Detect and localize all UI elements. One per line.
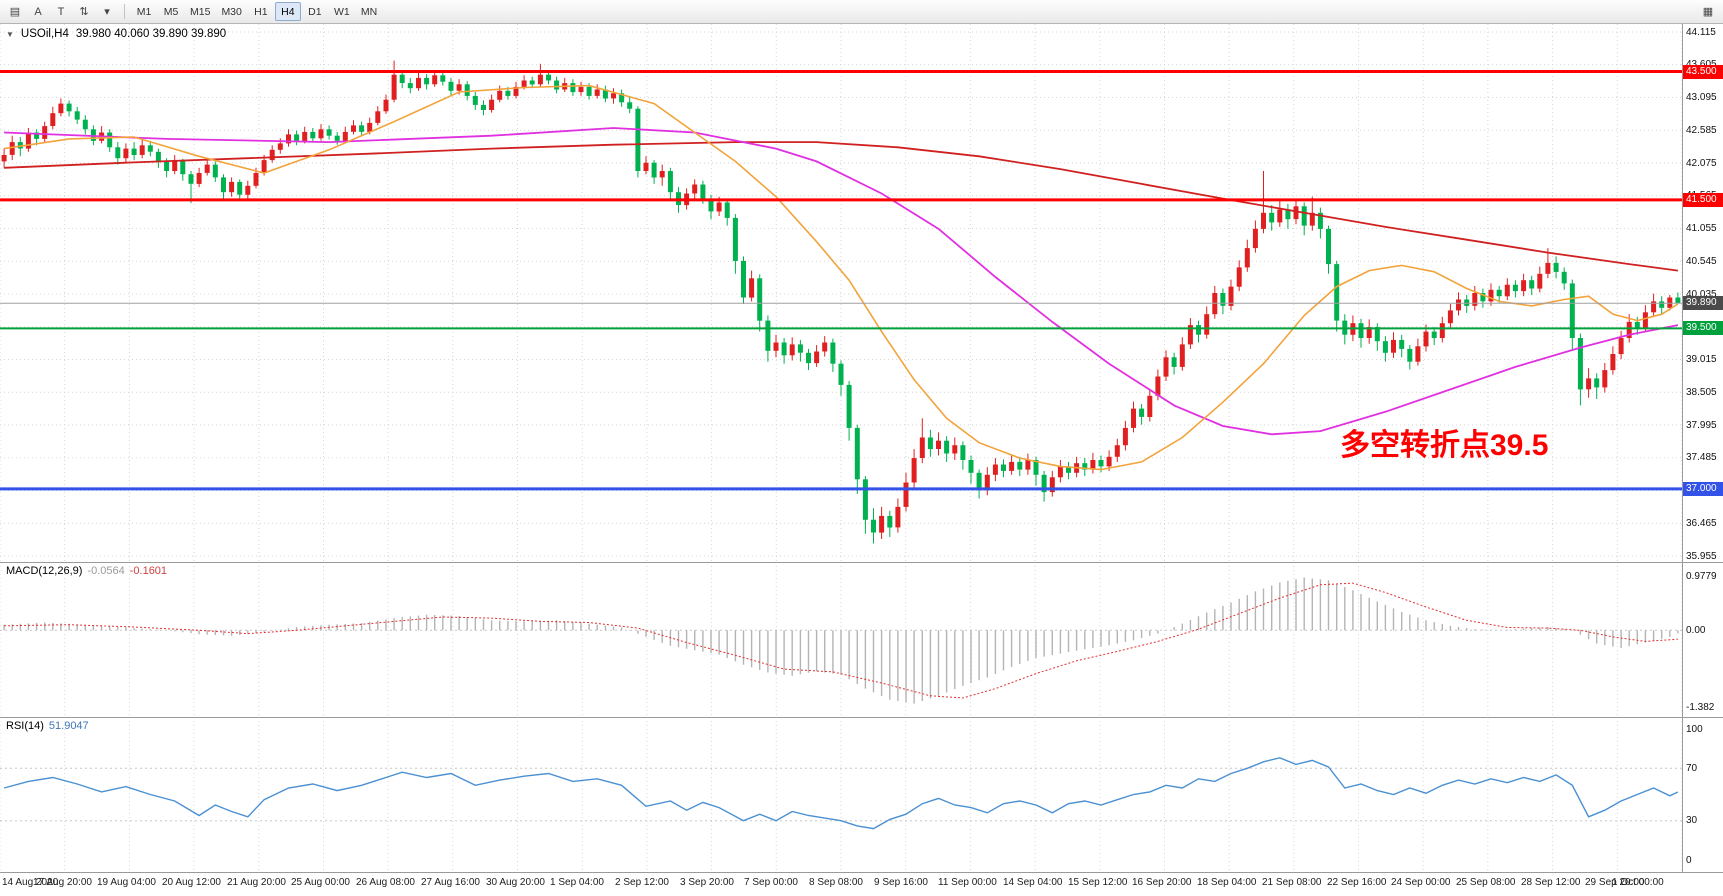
timeframe-h4-button[interactable]: H4 <box>274 2 301 21</box>
chart-title: ▼ USOil,H4 39.980 40.060 39.890 39.890 <box>6 28 226 40</box>
time-axis-label: 17 Aug 20:00 <box>33 877 92 888</box>
time-axis-label: 21 Aug 20:00 <box>227 877 286 888</box>
time-axis-label: 20 Aug 12:00 <box>162 877 221 888</box>
price-tick-label: 37.995 <box>1686 419 1717 431</box>
macd-hist-value: -0.0564 <box>87 565 125 577</box>
time-axis-label: 1 Sep 04:00 <box>550 877 604 888</box>
timeframe-m30-button[interactable]: M30 <box>221 5 242 18</box>
price-tick-label: 44.115 <box>1686 26 1716 38</box>
toolbar: ▤ A T ⇅ ▾ M1 M5 M15 M30 H1 H4 D1 W1 MN ▦ <box>0 0 1723 24</box>
time-axis-label: 11 Sep 00:00 <box>938 877 997 888</box>
toolbar-separator <box>124 4 125 19</box>
timeframe-mn-button[interactable]: MN <box>360 5 378 18</box>
time-axis-label: 2 Sep 12:00 <box>615 877 669 888</box>
time-axis-label: 28 Sep 12:00 <box>1521 877 1581 888</box>
time-axis: 14 Aug 2020 17 Aug 20:00 19 Aug 04:00 20 Au… <box>0 872 1682 896</box>
layout-panel-icon[interactable]: ▦ <box>1702 6 1714 18</box>
price-tick-label: 43.095 <box>1686 92 1717 103</box>
time-axis-label: 26 Aug 08:00 <box>356 877 415 888</box>
rsi-tick-label: 100 <box>1686 723 1703 735</box>
symbol-timeframe-label: USOil,H4 <box>20 28 69 40</box>
toolbar-right-group: ▦ <box>1697 2 1719 21</box>
toolbar-icon-group: ▤ A T ⇅ ▾ <box>4 2 118 21</box>
price-tick-label: 37.485 <box>1686 452 1717 464</box>
time-axis-label: 30 Aug 20:00 <box>486 877 545 888</box>
letter-a-button[interactable]: A <box>34 5 42 18</box>
timeframe-h1-button[interactable]: H1 <box>254 5 268 18</box>
time-axis-label: 16 Sep 20:00 <box>1132 877 1192 888</box>
timeframe-w1-button[interactable]: W1 <box>334 5 350 18</box>
macd-header: MACD(12,26,9) -0.0564 -0.1601 <box>6 565 172 577</box>
time-axis-label: 19 Aug 04:00 <box>97 877 156 888</box>
time-axis-label: 14 Aug 2020 <box>2 877 59 888</box>
timeframe-m5-button[interactable]: M5 <box>163 5 179 18</box>
chart-menu-icon[interactable]: ▤ <box>9 6 21 18</box>
price-chart-canvas[interactable] <box>0 24 1682 562</box>
rsi-value: 51.9047 <box>48 720 89 732</box>
price-level-badge: 41.500 <box>1683 192 1723 207</box>
macd-canvas[interactable] <box>0 562 1682 717</box>
time-axis-label: 18 Sep 04:00 <box>1197 877 1257 888</box>
macd-signal-value: -0.1601 <box>129 565 168 577</box>
time-axis-label: 3 Sep 20:00 <box>680 877 734 888</box>
price-level-badge: 37.000 <box>1683 481 1723 496</box>
macd-tick-label: 0.00 <box>1686 624 1706 636</box>
time-axis-label: 14 Sep 04:00 <box>1003 877 1063 888</box>
rsi-tick-label: 70 <box>1686 762 1698 774</box>
timeframe-button-group: M1 M5 M15 M30 H1 H4 D1 W1 MN <box>131 2 382 21</box>
macd-name-label: MACD(12,26,9) <box>6 565 83 577</box>
price-tick-label: 40.035 <box>1686 288 1717 300</box>
macd-tick-label: 0.9779 <box>1686 570 1717 582</box>
panel-divider[interactable] <box>0 562 1723 563</box>
dropdown-caret-icon[interactable]: ▾ <box>104 6 110 18</box>
time-axis-label: 22 Sep 16:00 <box>1327 877 1387 888</box>
price-tick-label: 40.545 <box>1686 255 1717 267</box>
time-axis-label: 29 Sep 20:00 <box>1585 877 1645 888</box>
price-chart-panel: ▼ USOil,H4 39.980 40.060 39.890 39.890 多… <box>0 24 1682 562</box>
time-axis-label: 1 Oct 00:00 <box>1612 877 1664 888</box>
time-axis-label: 27 Aug 16:00 <box>421 877 480 888</box>
current-price-badge: 39.890 <box>1683 296 1723 311</box>
price-tick-label: 42.585 <box>1686 124 1717 136</box>
collapse-caret-icon[interactable]: ▼ <box>6 29 14 39</box>
text-tool-button[interactable]: T <box>57 5 65 18</box>
price-tick-label: 39.015 <box>1686 354 1717 365</box>
panel-divider[interactable] <box>0 872 1723 873</box>
macd-tick-label: -1.382 <box>1686 701 1715 713</box>
price-level-badge: 43.500 <box>1683 64 1723 79</box>
ohlc-values: 39.980 40.060 39.890 39.890 <box>75 28 227 40</box>
price-axis-column: 44.11543.60543.09542.58542.07541.56541.0… <box>1682 24 1723 872</box>
price-tick-label: 38.505 <box>1686 386 1717 398</box>
panel-divider[interactable] <box>0 717 1723 718</box>
time-axis-label: 25 Aug 00:00 <box>291 877 350 888</box>
price-level-badge: 39.500 <box>1683 321 1723 336</box>
macd-indicator-panel: MACD(12,26,9) -0.0564 -0.1601 <box>0 562 1682 717</box>
time-axis-label: 15 Sep 12:00 <box>1068 877 1128 888</box>
rsi-tick-label: 0 <box>1686 854 1692 866</box>
rsi-name-label: RSI(14) <box>6 720 44 732</box>
price-tick-label: 42.075 <box>1686 157 1717 169</box>
sort-arrows-icon[interactable]: ⇅ <box>79 6 89 18</box>
price-tick-label: 41.055 <box>1686 223 1717 234</box>
time-axis-label: 9 Sep 16:00 <box>874 877 928 888</box>
time-axis-label: 25 Sep 08:00 <box>1456 877 1516 888</box>
time-axis-label: 21 Sep 08:00 <box>1262 877 1322 888</box>
time-axis-label: 7 Sep 00:00 <box>744 877 798 888</box>
price-tick-label: 35.955 <box>1686 550 1717 562</box>
rsi-canvas[interactable] <box>0 717 1682 872</box>
timeframe-d1-button[interactable]: D1 <box>308 5 322 18</box>
rsi-indicator-panel: RSI(14) 51.9047 <box>0 717 1682 872</box>
price-tick-label: 36.465 <box>1686 517 1717 529</box>
annotation-text: 多空转折点39.5 <box>1340 429 1549 462</box>
timeframe-m15-button[interactable]: M15 <box>190 5 211 18</box>
rsi-tick-label: 30 <box>1686 815 1698 827</box>
time-axis-label: 24 Sep 00:00 <box>1391 877 1451 888</box>
time-axis-label: 8 Sep 08:00 <box>809 877 863 888</box>
rsi-header: RSI(14) 51.9047 <box>6 720 94 732</box>
timeframe-m1-button[interactable]: M1 <box>136 5 152 18</box>
